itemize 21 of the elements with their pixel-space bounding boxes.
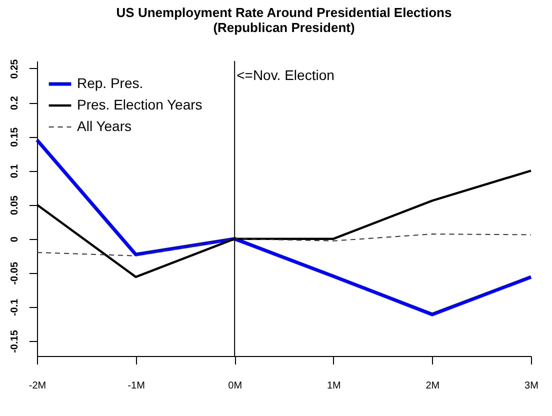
y-tick-label: 0.15	[10, 126, 20, 147]
chart-title: US Unemployment Rate Around Presidential Elections	[116, 4, 452, 20]
y-tick-label: -0.05	[10, 262, 20, 285]
legend-label: All Years	[77, 118, 132, 134]
y-tick-label: 0.05	[10, 195, 20, 215]
x-tick-label: -1M	[128, 380, 145, 392]
legend-label: Pres. Election Years	[77, 96, 202, 112]
ref-line-label: <=Nov. Election	[236, 67, 334, 83]
y-tick-label: 0.1	[10, 164, 20, 178]
y-tick-label: 0.25	[10, 58, 20, 79]
x-tick-label: 3M	[524, 380, 538, 392]
y-tick-label: -0.1	[10, 298, 20, 316]
x-tick-label: 1M	[326, 380, 341, 392]
x-tick-label: -2M	[28, 380, 46, 392]
y-tick-label: 0	[10, 236, 20, 242]
legend-label: Rep. Pres.	[77, 75, 144, 91]
y-tick-label: -0.15	[10, 330, 20, 353]
x-tick-label: 2M	[426, 380, 440, 392]
x-tick-label: 0M	[228, 380, 242, 392]
chart-subtitle: (Republican President)	[213, 20, 355, 35]
y-tick-label: 0.2	[10, 96, 20, 110]
